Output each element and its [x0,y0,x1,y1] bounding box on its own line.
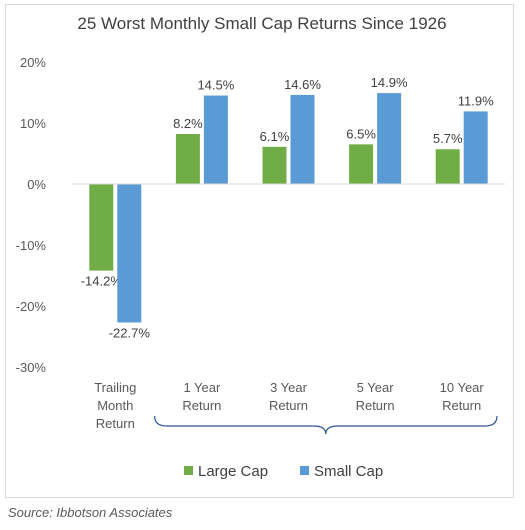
x-tick-label: Month [97,398,133,413]
chart-title: 25 Worst Monthly Small Cap Returns Since… [77,14,446,33]
data-label: -22.7% [109,325,151,340]
data-label: 5.7% [433,131,463,146]
x-tick-label: Return [182,398,221,413]
y-tick-label: 10% [20,116,46,131]
legend-label: Small Cap [314,463,383,480]
x-tick-label: Return [269,398,308,413]
data-label: 6.5% [346,126,376,141]
data-label: 11.9% [458,93,494,108]
bar-large-cap [175,133,200,184]
x-tick-label: 5 Year [357,380,395,395]
data-label: 8.2% [173,116,203,131]
bar-large-cap [89,184,114,271]
x-tick-label: Return [356,398,395,413]
chart-frame [5,4,514,498]
x-tick-label: 10 Year [440,380,485,395]
bar-small-cap [117,184,142,323]
chart: 25 Worst Monthly Small Cap Returns Since… [16,14,505,480]
x-tick-label: 3 Year [270,380,308,395]
x-tick-label: 1 Year [183,380,221,395]
bar-small-cap [203,95,228,184]
data-label: 14.6% [284,77,321,92]
y-tick-label: 0% [27,177,46,192]
data-label: 6.1% [260,129,290,144]
x-tick-label: Return [442,398,481,413]
data-label: 14.9% [371,75,408,90]
data-label: 14.5% [197,78,234,93]
y-tick-label: 20% [20,55,46,70]
x-tick-label: Trailing [94,380,136,395]
bar-large-cap [349,144,374,184]
y-tick-label: -30% [16,360,47,375]
data-label: -14.2% [81,274,123,289]
x-tick-label: Return [96,416,135,431]
bar-large-cap [262,146,287,184]
source-note: Source: Ibbotson Associates [8,505,173,520]
bar-small-cap [290,94,315,184]
category-brace [154,415,498,435]
y-tick-label: -10% [16,238,47,253]
legend-swatch [300,466,309,475]
legend-swatch [184,466,193,475]
legend-label: Large Cap [198,463,268,480]
y-tick-label: -20% [16,299,47,314]
bar-large-cap [435,149,460,184]
bar-small-cap [377,93,402,184]
bar-small-cap [463,111,488,184]
